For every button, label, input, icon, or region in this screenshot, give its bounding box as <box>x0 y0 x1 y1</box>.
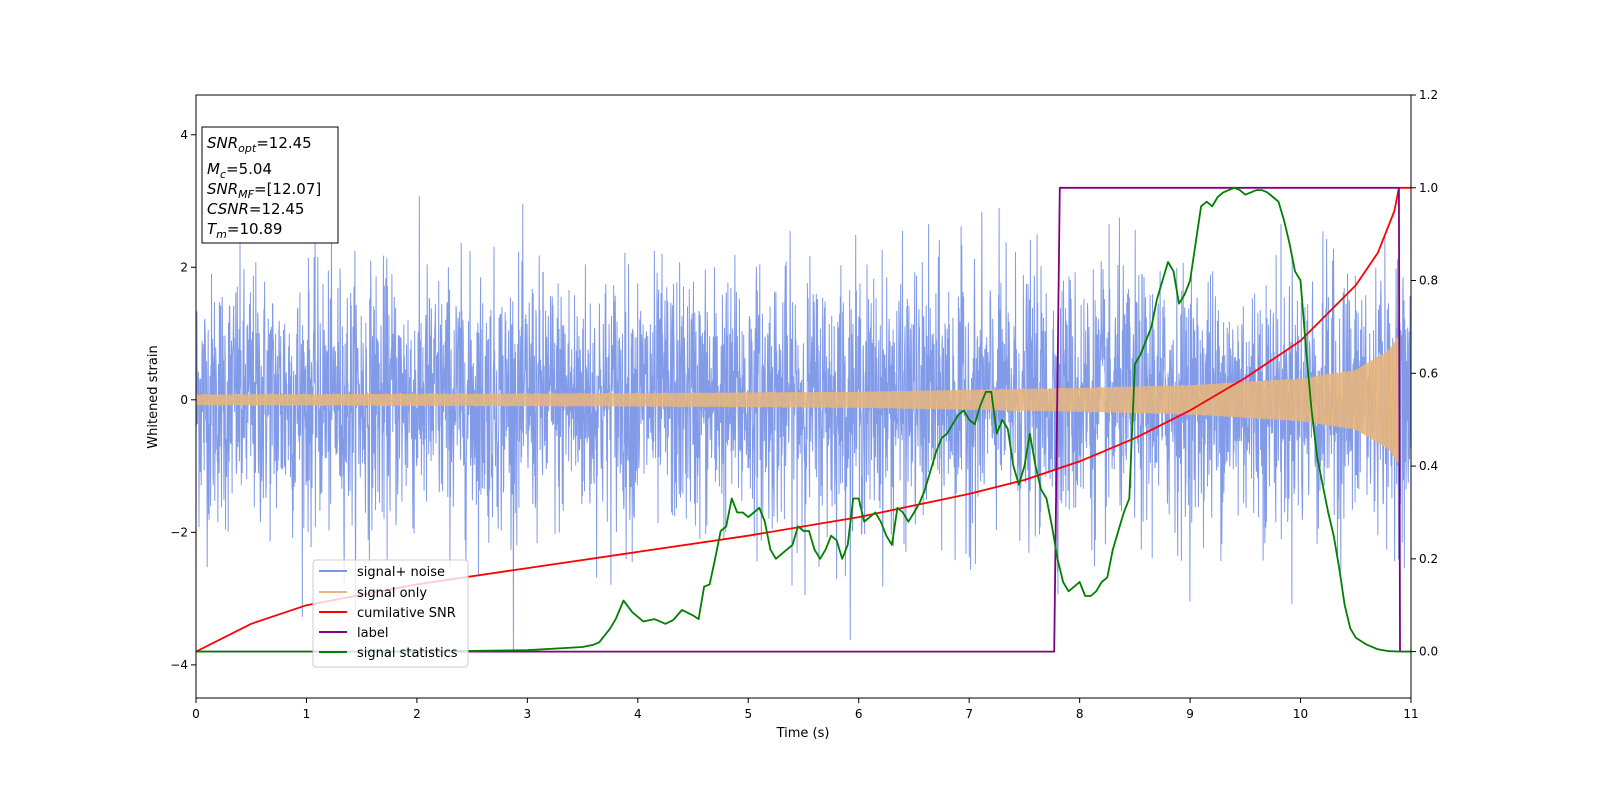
y-left-tick-label: 4 <box>180 128 188 142</box>
info-tm: Tm=10.89 <box>207 220 282 241</box>
x-tick-label: 5 <box>744 707 752 721</box>
x-tick-label: 2 <box>413 707 421 721</box>
y-axis-label: Whitened strain <box>146 345 161 448</box>
y-right-tick-label: 1.2 <box>1419 88 1438 102</box>
y-right-tick-label: 0.2 <box>1419 552 1438 566</box>
x-tick-label: 8 <box>1076 707 1084 721</box>
x-tick-label: 7 <box>965 707 973 721</box>
legend-label-label: label <box>357 626 388 641</box>
info-mc: Mc=5.04 <box>207 160 272 181</box>
signal-only-trace <box>196 338 1401 462</box>
plot-frame <box>195 94 1412 699</box>
info-box: SNRopt=12.45 Mc=5.04 SNRMF=[12.07] CSNR=… <box>201 126 339 244</box>
legend-label-cumulative-snr: cumilative SNR <box>357 606 456 621</box>
y-left-tick-label: −4 <box>170 658 188 672</box>
y-right-tick-label: 0.4 <box>1419 459 1438 473</box>
y-right-tick-label: 0.8 <box>1419 274 1438 288</box>
signal-statistics-line <box>196 186 1411 653</box>
x-axis-label: Time (s) <box>776 726 830 741</box>
y-right-tick-label: 0.6 <box>1419 366 1438 380</box>
x-tick-label: 0 <box>192 707 200 721</box>
info-snr-mf: SNRMF=[12.07] <box>207 180 321 201</box>
info-box-frame <box>201 126 339 244</box>
x-tick-label: 6 <box>855 707 863 721</box>
legend: signal+ noise signal only cumilative SNR… <box>312 559 469 668</box>
y-left-tick-label: 2 <box>180 260 188 274</box>
x-tick-label: 1 <box>303 707 311 721</box>
info-snr-opt: SNRopt=12.45 <box>207 134 312 155</box>
legend-label-signal-statistics: signal statistics <box>357 646 458 661</box>
info-csnr: CSNR=12.45 <box>207 200 304 218</box>
y-right-tick-label: 0.0 <box>1419 645 1438 659</box>
x-tick-label: 4 <box>634 707 642 721</box>
legend-label-signal-only: signal only <box>357 586 427 601</box>
legend-frame <box>312 559 469 668</box>
x-tick-label: 11 <box>1403 707 1418 721</box>
y-left-tick-label: −2 <box>170 525 188 539</box>
signal-only-series <box>196 333 1401 467</box>
x-tick-label: 3 <box>524 707 532 721</box>
y-right-tick-label: 1.0 <box>1419 181 1438 195</box>
y-left-tick-label: 0 <box>180 393 188 407</box>
legend-label-signal-noise: signal+ noise <box>357 565 445 580</box>
x-tick-label: 9 <box>1186 707 1194 721</box>
x-tick-label: 10 <box>1293 707 1308 721</box>
signal-only-envelope <box>196 333 1400 467</box>
axes: 0 1 2 3 4 5 6 7 8 9 10 11 −4 −2 0 2 4 0.0 0.2 0.4 0.6 0.8 1.0 1… <box>170 88 1438 721</box>
